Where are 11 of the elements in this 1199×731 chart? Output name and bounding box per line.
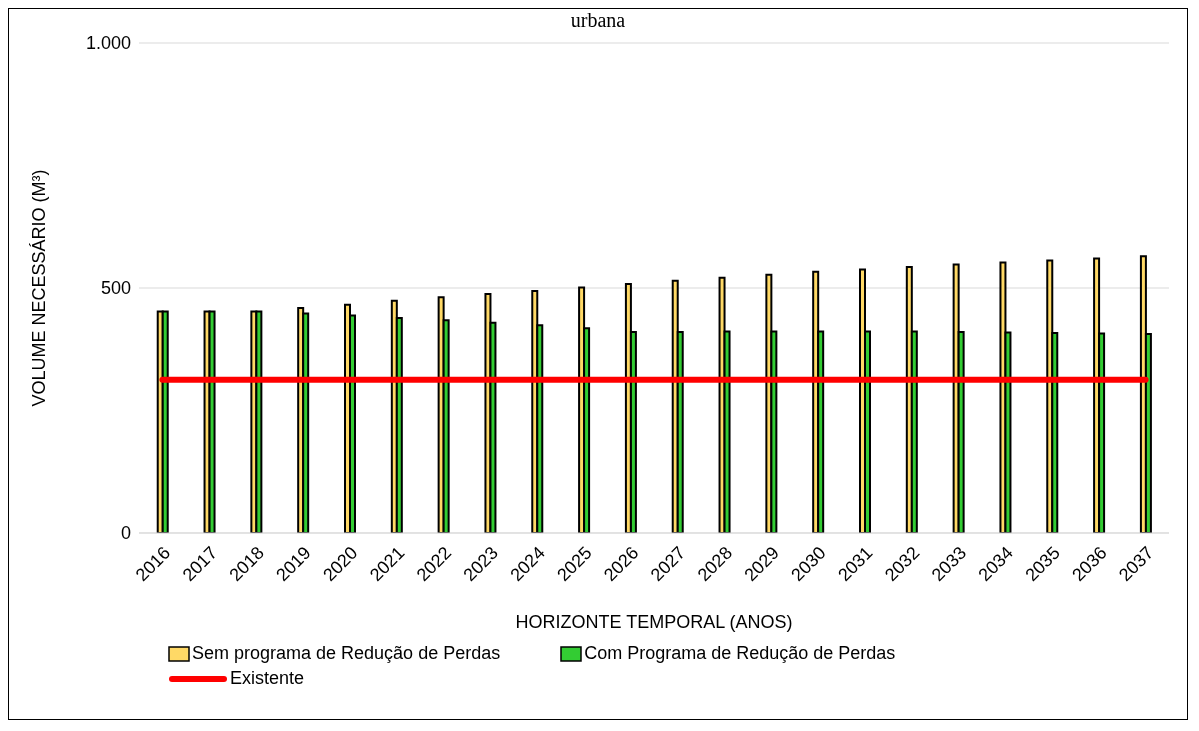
x-axis-title: HORIZONTE TEMPORAL (ANOS) [515, 612, 793, 632]
legend-label: Com Programa de Redução de Perdas [584, 643, 896, 664]
y-axis-title: VOLUME NECESSÁRIO (M³) [29, 169, 50, 407]
legend-label: Existente [230, 668, 305, 689]
bar [161, 310, 169, 533]
chart-title: urbana [569, 9, 627, 33]
y-tick-label: 0 [120, 523, 131, 544]
y-tick-label: 500 [100, 278, 131, 299]
bar [208, 310, 216, 533]
y-tick-label: 1.000 [85, 33, 131, 54]
legend-label: Sem programa de Redução de Perdas [192, 643, 501, 664]
